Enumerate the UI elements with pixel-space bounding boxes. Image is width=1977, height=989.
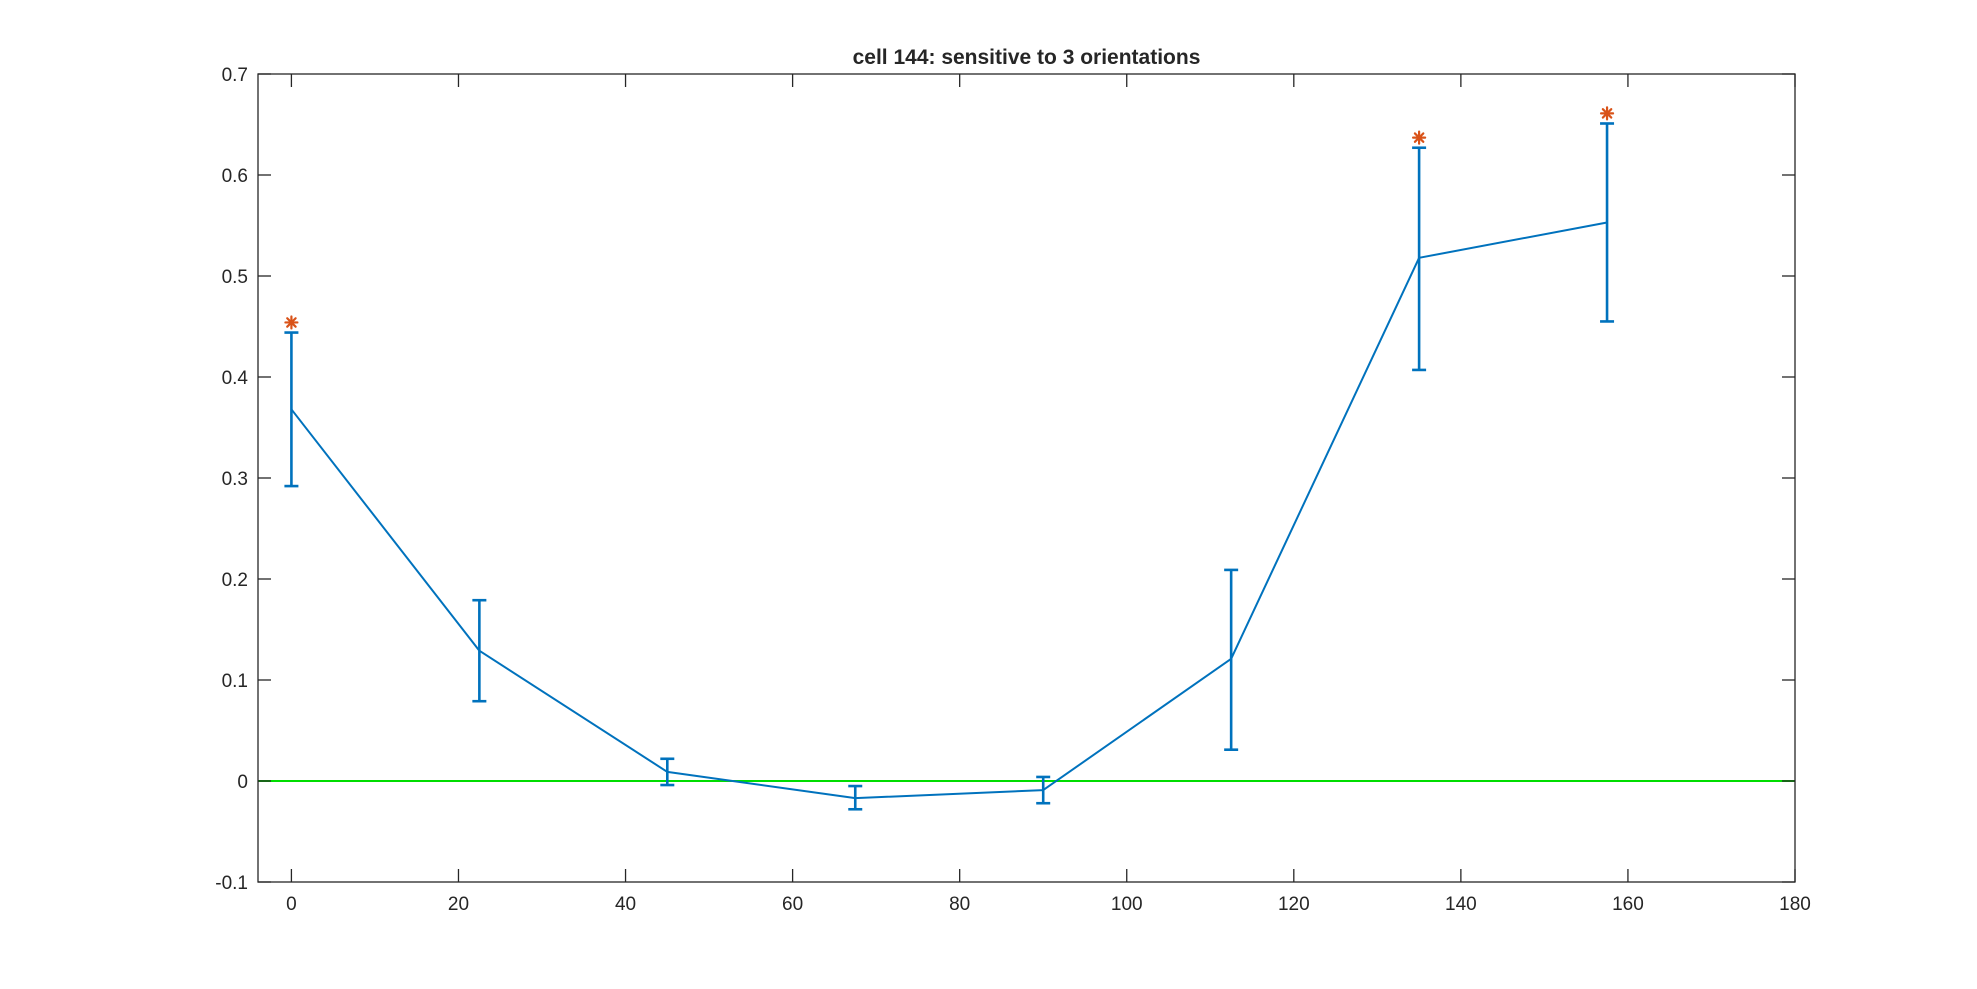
x-tick-label: 120 [1278, 894, 1310, 915]
y-tick-label: 0.5 [222, 267, 248, 288]
asterisk-stroke [286, 317, 297, 328]
x-tick-label: 20 [448, 894, 469, 915]
x-axis: 0 20 40 60 80 100 120 140 160 180 [286, 74, 1811, 915]
y-tick-label: 0 [237, 772, 248, 793]
y-tick-label: 0.2 [222, 570, 248, 591]
y-tick-label: 0.6 [222, 166, 248, 187]
x-tick-label: 0 [286, 894, 297, 915]
error-bar [284, 331, 299, 488]
y-tick-label: -0.1 [215, 873, 248, 894]
error-bar [472, 598, 487, 703]
y-tick-label: 0.3 [222, 469, 248, 490]
significance-marker-layer [284, 106, 1615, 330]
significance-asterisk [1412, 130, 1427, 145]
asterisk-stroke [1601, 108, 1613, 119]
error-bar [848, 784, 863, 811]
x-tick-label: 140 [1445, 894, 1477, 915]
tuning-curve-line [290, 221, 1608, 800]
error-bar [1412, 146, 1427, 372]
asterisk-stroke [1413, 132, 1425, 143]
error-bar [1224, 568, 1239, 751]
x-tick-label: 60 [782, 894, 803, 915]
error-bar [660, 757, 675, 787]
chart-title: cell 144: sensitive to 3 orientations [853, 46, 1201, 69]
y-tick-label: 0.7 [222, 65, 248, 86]
x-tick-label: 40 [615, 894, 636, 915]
x-tick-label: 160 [1612, 894, 1644, 915]
y-tick-label: 0.4 [222, 368, 249, 389]
error-bar [1600, 122, 1615, 323]
significance-asterisk [284, 315, 299, 330]
series-layer [284, 122, 1615, 811]
plot-area [258, 74, 1795, 882]
x-tick-label: 80 [949, 894, 970, 915]
y-axis: -0.1 0 0.1 0.2 0.3 0.4 0.5 0.6 0.7 [215, 65, 1795, 894]
x-tick-label: 180 [1779, 894, 1811, 915]
significance-asterisk [1599, 106, 1615, 121]
y-tick-label: 0.1 [222, 671, 248, 692]
x-tick-label: 100 [1111, 894, 1143, 915]
error-bar [1036, 775, 1051, 805]
